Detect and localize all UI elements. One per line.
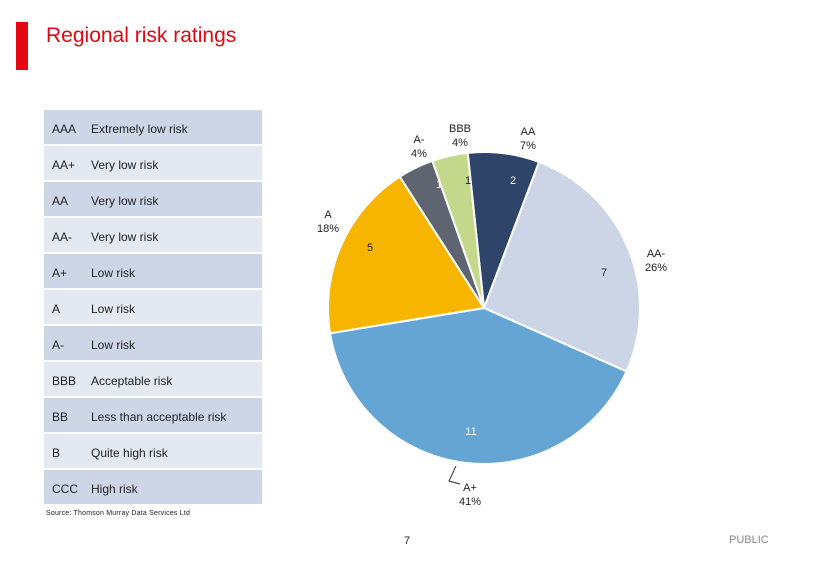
rating-row: A- Low risk (44, 326, 262, 360)
pie-category-label: AA-26% (645, 248, 667, 274)
rating-row: A+ Low risk (44, 254, 262, 288)
leader-line (448, 465, 461, 485)
rating-code: CCC (52, 482, 78, 496)
pie-value-label: 2 (510, 175, 516, 187)
rating-description: Acceptable risk (91, 374, 173, 388)
rating-description: Low risk (91, 266, 136, 280)
rating-code: A- (52, 338, 64, 352)
pie-slice-a (327, 175, 486, 335)
pie-value-label: 1 (436, 179, 442, 191)
rating-table: AAA Extremely low risk AA+ Very low risk… (44, 110, 262, 506)
rating-row: AA+ Very low risk (44, 146, 262, 180)
rating-code: AAA (52, 122, 77, 136)
rating-code: BB (52, 410, 69, 424)
rating-description: Very low risk (91, 158, 159, 172)
rating-row: CCC High risk (44, 470, 262, 504)
page-title: Regional risk ratings (46, 24, 237, 47)
rating-code: A+ (52, 266, 68, 280)
pie-slice-bbb (431, 151, 485, 309)
pie-category-label: BBB 4% (449, 123, 471, 149)
pie-slice-a-plus (328, 306, 628, 465)
rating-description: Low risk (91, 302, 136, 316)
rating-description: Low risk (91, 338, 136, 352)
page-number: 7 (404, 535, 411, 547)
pie-value-label: 7 (601, 267, 607, 279)
rating-description: Quite high risk (91, 446, 168, 460)
rating-description: High risk (91, 482, 138, 496)
rating-description: Very low risk (91, 230, 159, 244)
rating-code: AA (52, 194, 69, 208)
rating-row: AA Very low risk (44, 182, 262, 216)
rating-code: B (52, 446, 61, 460)
rating-row: BBB Acceptable risk (44, 362, 262, 396)
rating-row: BB Less than acceptable risk (44, 398, 262, 432)
rating-code: AA- (52, 230, 73, 244)
pie-value-label: 1 (465, 175, 471, 187)
pie-category-label: A+ 41% (459, 482, 481, 508)
classification-label: PUBLIC (729, 534, 769, 546)
accent-bar (16, 22, 28, 70)
pie-slice-aa-minus (482, 160, 641, 373)
rating-description: Less than acceptable risk (91, 410, 227, 424)
pie-category-label: AA 7% (520, 126, 536, 152)
rating-code: AA+ (52, 158, 76, 172)
source-note: Source: Thomson Murray Data Services Ltd (46, 510, 191, 517)
rating-description: Extremely low risk (91, 122, 188, 136)
rating-code: A (52, 302, 61, 316)
rating-row: A Low risk (44, 290, 262, 324)
pie-value-label: 11 (465, 426, 476, 438)
pie-category-label: A-4% (411, 134, 427, 160)
pie-category-label: A 18% (317, 209, 339, 235)
pie-value-label: 5 (367, 242, 373, 254)
rating-description: Very low risk (91, 194, 159, 208)
rating-row: AAA Extremely low risk (44, 110, 262, 144)
rating-code: BBB (52, 374, 77, 388)
rating-row: AA- Very low risk (44, 218, 262, 252)
rating-row: B Quite high risk (44, 434, 262, 468)
